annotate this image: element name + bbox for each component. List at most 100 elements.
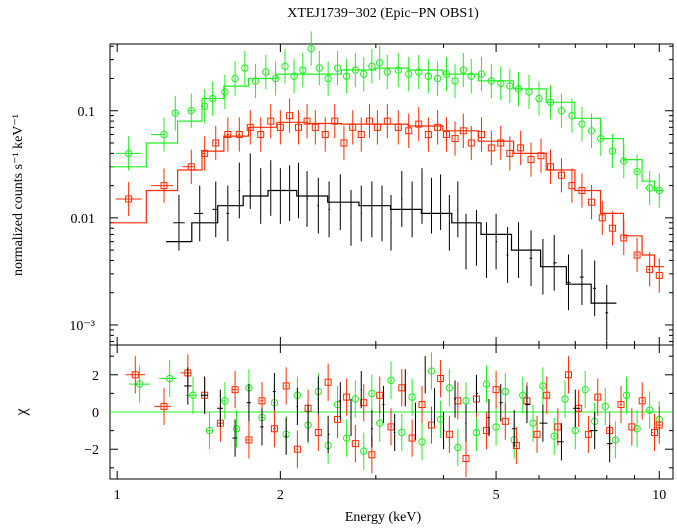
residual-point bbox=[462, 439, 470, 478]
point-marker bbox=[232, 425, 241, 433]
spectrum-point bbox=[605, 284, 609, 341]
point-marker bbox=[373, 123, 381, 131]
point-marker bbox=[343, 393, 351, 401]
residual-point bbox=[601, 387, 609, 426]
point-marker bbox=[376, 419, 384, 427]
point-marker bbox=[437, 375, 445, 382]
point-marker bbox=[205, 426, 214, 435]
spectrum-point bbox=[251, 63, 260, 99]
point-marker bbox=[578, 187, 586, 195]
point-marker bbox=[311, 123, 319, 131]
spectrum-point bbox=[201, 136, 209, 171]
point-marker bbox=[525, 88, 533, 96]
point-marker bbox=[368, 62, 376, 71]
point-marker bbox=[547, 163, 555, 171]
spectrum-point bbox=[182, 149, 195, 184]
point-marker bbox=[383, 117, 391, 125]
spectrum-point bbox=[297, 162, 299, 219]
point-marker bbox=[451, 135, 459, 143]
spectrum-point bbox=[587, 113, 596, 148]
point-marker bbox=[131, 371, 139, 379]
point-marker bbox=[633, 251, 641, 259]
point-marker bbox=[187, 107, 195, 115]
spectrum-point bbox=[568, 98, 576, 133]
spectrum-point bbox=[517, 130, 525, 166]
point-marker bbox=[160, 402, 168, 410]
top-panel-frame bbox=[109, 43, 674, 346]
residual-point bbox=[492, 371, 500, 409]
chart-title: XTEJ1739−302 (Epic−PN OBS1) bbox=[287, 6, 479, 21]
spectrum-point bbox=[506, 227, 509, 283]
point-marker bbox=[564, 371, 572, 379]
point-marker bbox=[535, 94, 543, 103]
point-marker bbox=[646, 265, 654, 273]
point-marker bbox=[351, 440, 359, 448]
residual-point bbox=[622, 376, 631, 414]
residual-point bbox=[533, 415, 541, 453]
point-marker bbox=[633, 425, 641, 433]
point-marker bbox=[405, 127, 413, 135]
residual-point bbox=[453, 380, 456, 418]
point-marker bbox=[342, 434, 351, 442]
top-panel-plot bbox=[111, 31, 665, 341]
point-marker bbox=[331, 117, 339, 125]
point-marker bbox=[340, 139, 348, 147]
spectrum-point bbox=[451, 121, 459, 156]
point-marker bbox=[408, 393, 416, 401]
point-marker bbox=[655, 186, 663, 195]
spectrum-point bbox=[371, 181, 373, 238]
point-marker bbox=[628, 423, 636, 431]
residual-point bbox=[368, 374, 376, 412]
residual-point bbox=[408, 419, 416, 457]
point-marker bbox=[588, 198, 596, 206]
spectrum-point bbox=[331, 103, 339, 139]
spectrum-point bbox=[557, 158, 565, 193]
residual-point bbox=[465, 404, 467, 442]
spectrum-point bbox=[317, 177, 320, 234]
residual-point bbox=[454, 428, 462, 466]
spectrum-point bbox=[411, 181, 413, 238]
point-marker bbox=[281, 62, 289, 71]
residual-point bbox=[282, 367, 290, 405]
spectrum-point bbox=[394, 110, 402, 145]
point-marker bbox=[472, 428, 481, 437]
spectrum-point bbox=[566, 254, 571, 311]
spectrum-point bbox=[383, 103, 391, 139]
spectrum-point bbox=[434, 110, 442, 145]
spectrum-point bbox=[294, 110, 302, 145]
spectrum-point bbox=[267, 103, 275, 139]
spectrum-point bbox=[459, 52, 468, 88]
residual-point bbox=[594, 378, 602, 416]
spectrum-point bbox=[376, 45, 384, 80]
point-marker bbox=[514, 85, 523, 93]
residual-point bbox=[539, 367, 547, 405]
residual-point bbox=[351, 380, 360, 418]
residual-point bbox=[550, 417, 558, 455]
point-marker bbox=[434, 123, 442, 131]
residual-point bbox=[159, 359, 177, 398]
point-marker bbox=[383, 68, 392, 76]
point-marker bbox=[351, 66, 360, 74]
point-marker bbox=[611, 436, 620, 444]
spectrum-point bbox=[365, 103, 373, 139]
point-marker bbox=[394, 123, 402, 131]
spectrum-point bbox=[360, 56, 368, 92]
residual-point bbox=[154, 387, 172, 426]
point-marker bbox=[501, 417, 509, 425]
point-marker bbox=[492, 423, 500, 431]
bottom-y-tick-label: 0 bbox=[92, 406, 99, 421]
spectrum-point bbox=[383, 54, 392, 90]
residual-point bbox=[492, 408, 500, 446]
point-marker bbox=[342, 72, 351, 80]
point-marker bbox=[622, 391, 631, 399]
point-marker bbox=[231, 74, 239, 83]
residual-point bbox=[475, 374, 479, 412]
spectrum-point bbox=[321, 117, 329, 152]
spectrum-point bbox=[115, 181, 142, 217]
residual-point bbox=[404, 369, 406, 407]
point-marker bbox=[433, 74, 442, 83]
spectrum-point bbox=[514, 71, 523, 107]
point-marker bbox=[451, 77, 459, 85]
residual-point bbox=[129, 365, 150, 403]
residual-point bbox=[387, 408, 395, 446]
